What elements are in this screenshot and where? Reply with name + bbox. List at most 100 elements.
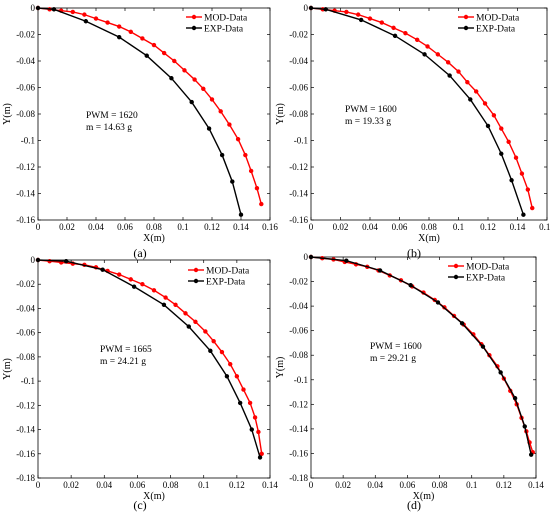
x-axis-label: X(m) <box>418 233 440 244</box>
data-point <box>522 424 527 429</box>
data-point <box>358 17 364 23</box>
y-tick-label: -0.16 <box>16 449 35 459</box>
y-tick-label: -0.14 <box>289 424 308 434</box>
y-tick-label: -0.16 <box>289 448 308 458</box>
data-point <box>192 77 197 82</box>
data-point <box>456 69 461 74</box>
y-tick-label: -0.16 <box>16 215 35 225</box>
y-tick-label: 0 <box>31 3 36 13</box>
y-tick-label: -0.18 <box>16 473 35 483</box>
data-point <box>169 76 174 81</box>
y-tick-label: -0.08 <box>289 109 308 119</box>
data-point <box>161 50 167 56</box>
x-tick-label: 0.12 <box>229 480 245 490</box>
y-tick-label: -0.14 <box>16 189 35 199</box>
y-tick-label: -0.04 <box>289 301 308 311</box>
x-tick-label: 0 <box>309 222 314 232</box>
y-tick-label: -0.12 <box>16 400 35 410</box>
data-point <box>243 152 248 158</box>
data-point <box>252 415 258 420</box>
data-point <box>459 321 465 326</box>
data-point <box>182 68 187 73</box>
y-axis-label: Y(m) <box>2 103 13 125</box>
data-point <box>172 58 177 64</box>
subplot-d: 0 0.02 0.04 0.06 0.08 0.1 0.12 0.14 0 -0.02 -0.04 -… <box>275 252 544 512</box>
legend-marker <box>453 274 459 280</box>
annotation-text: PWM = 1600 <box>370 342 422 352</box>
series-mod-data <box>35 257 264 456</box>
x-tick-label: 0.06 <box>400 480 416 490</box>
legend-label: MOD-Data <box>206 267 250 277</box>
x-tick-label: 0.14 <box>233 222 249 232</box>
data-point <box>465 79 470 85</box>
x-tick-label: 0.16 <box>539 222 550 232</box>
x-tick-label: 0.04 <box>367 480 383 490</box>
data-point <box>257 455 263 460</box>
subplot-b: 0 0.02 0.04 0.06 0.08 0.1 0.12 0.14 0.16 0 -0.02 -0… <box>275 3 550 260</box>
legend-label: EXP-Data <box>466 274 506 284</box>
x-tick-label: 0.14 <box>510 222 526 232</box>
x-tick-label: 0.12 <box>480 222 496 232</box>
data-point <box>128 277 134 282</box>
series-mod-data <box>308 5 535 211</box>
data-point <box>82 12 87 17</box>
x-tick-label: 0.04 <box>88 222 104 232</box>
series-exp-data <box>308 5 526 217</box>
y-tick-label: -0.06 <box>16 328 35 338</box>
y-tick-label: -0.02 <box>289 277 308 287</box>
data-point <box>193 319 198 324</box>
series-exp-data <box>308 254 534 457</box>
y-tick-label: -0.06 <box>289 83 308 93</box>
data-point <box>35 5 41 11</box>
annotation-text: m = 14.63 g <box>86 123 132 133</box>
legend-label: MOD-Data <box>476 14 520 24</box>
data-point <box>219 349 225 355</box>
data-point <box>249 427 254 432</box>
y-tick-label: -0.02 <box>16 279 35 289</box>
data-point <box>344 9 349 15</box>
data-point <box>228 361 233 367</box>
data-point <box>392 33 398 39</box>
data-point <box>499 126 504 131</box>
data-point <box>513 155 519 160</box>
data-point <box>140 282 145 287</box>
data-point <box>468 97 473 102</box>
series-line <box>310 256 532 455</box>
x-tick-label: 0 <box>309 480 314 490</box>
annotation-text: PWM = 1665 <box>100 345 152 355</box>
data-point <box>435 300 441 305</box>
data-point <box>100 267 105 272</box>
data-point <box>116 34 122 40</box>
x-tick-label: 0.1 <box>177 222 188 232</box>
y-tick-label: -0.02 <box>16 30 35 40</box>
legend-marker <box>453 263 459 269</box>
data-point <box>308 254 314 260</box>
data-point <box>140 36 145 41</box>
data-point <box>530 205 535 211</box>
legend-marker <box>193 267 199 273</box>
data-point <box>379 20 384 25</box>
data-point <box>144 53 149 58</box>
legend-marker <box>191 14 197 20</box>
data-point <box>70 9 76 15</box>
data-point <box>482 101 488 106</box>
data-point <box>241 387 246 392</box>
data-point <box>63 259 69 264</box>
data-point <box>248 168 254 174</box>
data-point <box>422 52 427 57</box>
data-point <box>377 268 383 273</box>
data-point <box>499 151 504 156</box>
x-tick-label: 0.04 <box>96 480 112 490</box>
data-point <box>116 24 122 29</box>
x-tick-label: 0.06 <box>117 222 133 232</box>
data-point <box>512 395 518 401</box>
data-point <box>259 201 264 207</box>
data-point <box>189 99 194 105</box>
legend-label: EXP-Data <box>476 25 516 35</box>
legend-label: EXP-Data <box>206 278 246 288</box>
data-point <box>235 136 241 142</box>
data-point <box>51 7 57 12</box>
x-tick-label: 0.1 <box>453 222 464 232</box>
